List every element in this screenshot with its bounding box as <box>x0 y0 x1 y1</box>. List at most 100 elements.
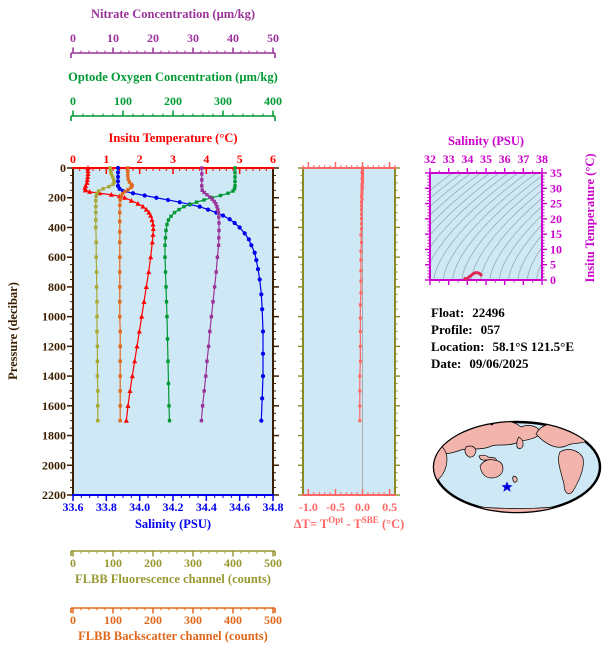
data-point <box>165 222 169 227</box>
data-point <box>217 228 221 233</box>
nitrate-axis: 0 10 20 30 40 50 <box>70 31 279 58</box>
data-point <box>169 214 173 219</box>
ts-temperature-tick-label: 10 <box>550 242 562 256</box>
backscatter-axis-title: FLBB Backscatter channel (counts) <box>78 629 268 643</box>
ts-salinity-tick-label: 34 <box>461 152 473 166</box>
data-point <box>94 204 98 209</box>
ts-temperature-tick-label: 25 <box>550 197 562 211</box>
data-point <box>115 174 121 180</box>
profile-label: Profile: <box>431 322 473 337</box>
data-point <box>128 197 134 203</box>
data-point <box>166 218 171 222</box>
data-point <box>108 192 114 197</box>
data-point <box>118 270 122 274</box>
data-point <box>129 185 133 190</box>
ts-temperature-tick-label: 5 <box>550 258 556 272</box>
data-point <box>232 187 237 191</box>
data-point <box>118 300 122 304</box>
ts-salinity-tick-label: 37 <box>517 152 529 166</box>
nitrate-axis-tick-label: 40 <box>227 31 239 45</box>
temperature-tick-label: 5 <box>237 152 243 166</box>
data-point <box>118 219 122 224</box>
data-point <box>122 195 128 200</box>
data-point <box>95 374 100 378</box>
data-point <box>117 186 122 191</box>
delta-t-background <box>303 168 395 495</box>
data-point <box>119 194 123 198</box>
data-point <box>87 189 93 194</box>
data-point <box>118 389 122 393</box>
data-point <box>359 194 363 198</box>
pressure-tick-label: 1600 <box>42 399 66 413</box>
data-point <box>166 381 171 386</box>
data-point <box>126 187 130 192</box>
float-label: Float: <box>431 305 464 320</box>
data-point <box>237 225 242 230</box>
pressure-tick-label: 600 <box>48 250 66 264</box>
data-point <box>216 210 221 215</box>
backscatter-axis-tick-label: 500 <box>264 613 282 627</box>
data-point <box>255 266 261 272</box>
data-point <box>232 220 237 226</box>
data-point <box>115 179 121 184</box>
data-point <box>120 191 125 196</box>
ts-temperature-tick-label: 20 <box>550 212 562 226</box>
data-point <box>143 284 149 289</box>
data-point <box>130 191 136 196</box>
ts-profile-curve <box>463 271 483 281</box>
profile-value: 057 <box>481 322 501 337</box>
data-point <box>85 165 91 171</box>
delta-t-tick-label: 0.5 <box>382 500 397 514</box>
data-point <box>107 184 111 189</box>
data-point <box>126 177 130 181</box>
data-point <box>202 198 206 202</box>
ts-salinity-tick-label: 36 <box>499 152 511 166</box>
data-point <box>108 166 112 170</box>
float-location-star <box>501 481 513 492</box>
data-point <box>112 178 116 182</box>
ts-isopycnal-contour <box>489 205 542 280</box>
ts-isopycnal-contour <box>508 224 542 280</box>
ts-salinity-axis-title: Salinity (PSU) <box>448 134 524 148</box>
data-point <box>359 227 363 231</box>
data-point <box>214 201 218 206</box>
data-point <box>163 255 167 259</box>
data-point <box>125 403 131 408</box>
ts-temperature-tick-label: 30 <box>550 181 562 195</box>
data-point <box>359 279 363 283</box>
float-info: Float: 22496 Profile: 057 Location: 58.1°S … <box>431 305 574 371</box>
data-point <box>126 170 130 174</box>
data-point <box>252 250 257 255</box>
ts-isopycnal-contour <box>430 173 490 226</box>
data-point <box>204 374 208 378</box>
salinity-tick-label: 34.4 <box>196 500 217 514</box>
ts-isopycnal-contour <box>461 182 542 280</box>
data-point <box>164 285 168 289</box>
location-value: 58.1°S 121.5°E <box>492 339 574 354</box>
data-point <box>202 190 206 195</box>
data-point <box>118 210 122 215</box>
data-point <box>101 187 105 191</box>
date-label: Date: <box>431 356 461 371</box>
series-delta-t <box>358 166 365 423</box>
data-point <box>143 206 149 212</box>
data-point <box>142 193 147 198</box>
data-point <box>226 191 230 195</box>
oxygen-axis-title: Optode Oxygen Concentration (µm/kg) <box>68 70 278 84</box>
map-south-america <box>558 449 584 495</box>
data-point <box>136 328 142 334</box>
backscatter-axis-tick-label: 200 <box>144 613 162 627</box>
data-point <box>150 226 156 231</box>
data-point <box>165 337 170 341</box>
data-point <box>85 171 91 176</box>
salinity-tick-label: 34.6 <box>229 500 250 514</box>
ts-isopycnal-contour <box>430 173 509 248</box>
data-point <box>205 359 209 363</box>
temperature-tick-label: 1 <box>103 152 109 166</box>
data-point <box>217 236 221 240</box>
data-point <box>359 204 363 208</box>
data-point <box>218 193 223 198</box>
data-point <box>82 185 88 191</box>
